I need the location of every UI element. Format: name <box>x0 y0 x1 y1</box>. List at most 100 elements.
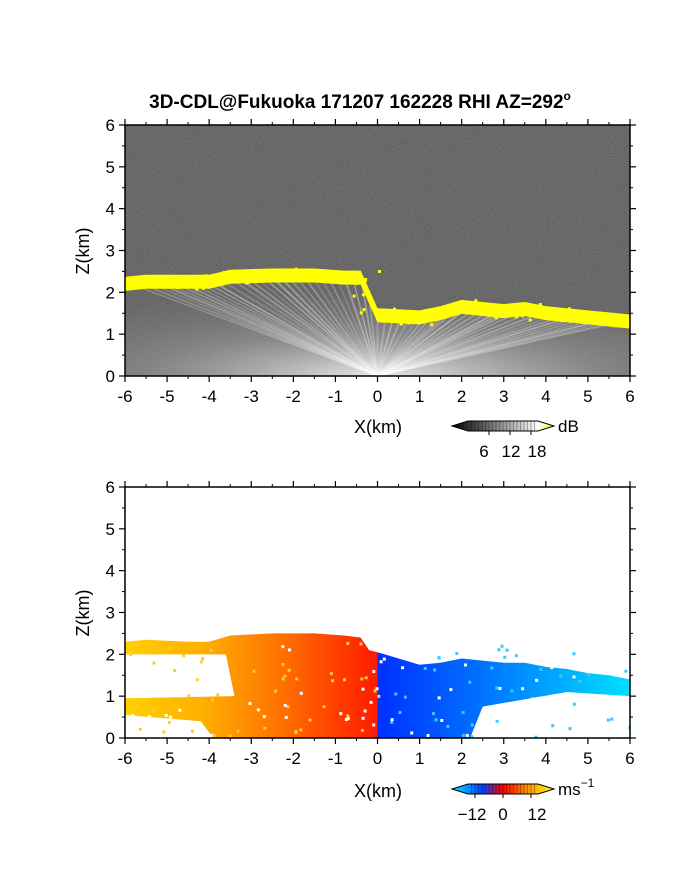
velocity-speck <box>248 701 252 705</box>
beam-ray <box>376 304 471 376</box>
velocity-speck <box>401 666 405 670</box>
velocity-colorbar-unit: ms−1 <box>558 776 595 799</box>
cloud-speck <box>197 279 201 283</box>
cloud-speck <box>361 293 365 297</box>
beam-ray <box>309 273 379 376</box>
beam-ray <box>259 273 378 376</box>
cloud-speck <box>359 311 363 315</box>
velocity-speck <box>521 687 525 691</box>
cloud-speck <box>204 274 208 278</box>
cloud-speck <box>530 310 534 314</box>
beam-ray <box>377 315 597 376</box>
velocity-speck <box>299 691 303 695</box>
cloud-speck <box>245 281 249 285</box>
velocity-speck <box>154 671 158 675</box>
velocity-speck <box>167 720 171 724</box>
velocity-speck <box>364 676 368 680</box>
x-tick-label: 6 <box>625 387 634 406</box>
cloud-speck <box>125 283 128 287</box>
beam-ray <box>149 278 378 376</box>
beam-ray <box>217 276 379 376</box>
backscatter-ticks: -6 -5 -4 -3 -2 -1 0 1 2 3 4 5 6 0 1 2 3 4 5 6 <box>106 116 636 406</box>
x-tick-label: 5 <box>583 387 592 406</box>
velocity-speck <box>287 648 291 652</box>
velocity-speck <box>287 668 291 672</box>
cloud-speck <box>615 318 619 322</box>
beam-ray <box>377 312 572 376</box>
beam-ray <box>275 272 379 376</box>
cloud-speck <box>260 272 264 276</box>
velocity-speck <box>513 707 517 711</box>
velocity-speck <box>360 677 364 681</box>
velocity-speck <box>263 726 267 730</box>
velocity-ylabel: Z(km) <box>73 590 93 637</box>
y-tick-label: 1 <box>106 687 115 706</box>
velocity-speck <box>490 666 494 670</box>
cloud-speck <box>642 317 645 320</box>
beam-ray <box>377 314 589 376</box>
beam-ray <box>183 279 378 376</box>
velocity-speck <box>199 660 203 664</box>
velocity-specks <box>126 641 630 738</box>
beam-ray <box>359 275 379 376</box>
cloud-speck <box>364 278 368 282</box>
velocity-speck <box>437 656 441 660</box>
cloud-speck <box>558 308 562 312</box>
velocity-speck <box>571 707 575 711</box>
cloud-layer <box>125 268 630 329</box>
velocity-speck <box>182 654 186 658</box>
cloud-speck <box>236 275 240 279</box>
velocity-speck <box>359 642 363 646</box>
cloud-speck <box>377 269 381 273</box>
velocity-speck <box>446 724 450 728</box>
velocity-speck <box>331 679 335 683</box>
cloud-speck <box>341 271 345 275</box>
velocity-speck <box>162 730 166 734</box>
velocity-speck <box>433 668 437 672</box>
figure-title: 3D-CDL@Fukuoka 171207 162228 RHI AZ=292o <box>149 89 571 113</box>
cloud-speck <box>541 306 545 310</box>
cloud-speck <box>606 315 610 319</box>
velocity-speck <box>465 733 469 737</box>
velocity-speck <box>495 686 499 690</box>
velocity-speck <box>308 718 312 722</box>
velocity-speck <box>138 727 142 731</box>
beam-ray <box>377 310 547 376</box>
beam-ray <box>233 273 379 376</box>
velocity-speck <box>215 690 219 694</box>
velocity-speck <box>503 655 507 659</box>
backscatter-xlabel: X(km) <box>354 417 402 437</box>
velocity-speck <box>539 667 543 671</box>
velocity-speck <box>168 646 172 650</box>
y-tick-label: 4 <box>106 562 115 581</box>
cloud-speck <box>445 306 449 310</box>
beam-ray <box>192 279 378 376</box>
cloud-speck <box>614 324 618 328</box>
beam-ray <box>376 313 396 376</box>
cloud-speck <box>175 286 179 290</box>
beam-ray <box>133 280 378 376</box>
x-tick-label: -4 <box>202 749 217 768</box>
beam-ray <box>200 279 378 376</box>
velocity-speck <box>449 688 453 692</box>
cloud-speck <box>220 277 224 281</box>
beam-ray <box>376 307 496 376</box>
velocity-speck <box>534 735 538 738</box>
cloud-speck <box>474 299 478 303</box>
beam-ray <box>267 272 379 376</box>
velocity-speck <box>622 726 626 730</box>
cloud-speck <box>206 284 210 288</box>
cloud-speck <box>564 308 568 312</box>
velocity-speck <box>390 718 394 722</box>
beam-ray <box>368 294 379 376</box>
x-tick-label: 3 <box>499 387 508 406</box>
cloud-speck <box>151 283 155 287</box>
x-tick-label: -1 <box>328 749 343 768</box>
velocity-speck <box>606 718 610 722</box>
x-tick-label: 4 <box>541 749 550 768</box>
no-echo-gap <box>125 654 630 738</box>
cloud-speck <box>419 311 423 315</box>
cloud-speck <box>269 277 273 281</box>
beam-ray <box>377 318 630 376</box>
